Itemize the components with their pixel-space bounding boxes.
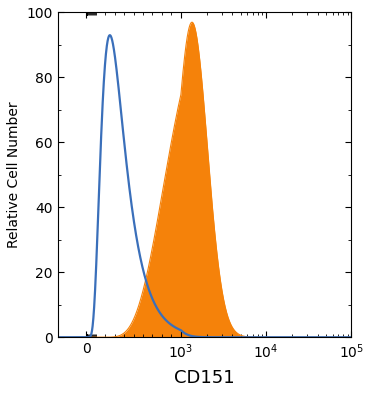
Y-axis label: Relative Cell Number: Relative Cell Number bbox=[7, 102, 21, 248]
X-axis label: CD151: CD151 bbox=[174, 369, 235, 387]
